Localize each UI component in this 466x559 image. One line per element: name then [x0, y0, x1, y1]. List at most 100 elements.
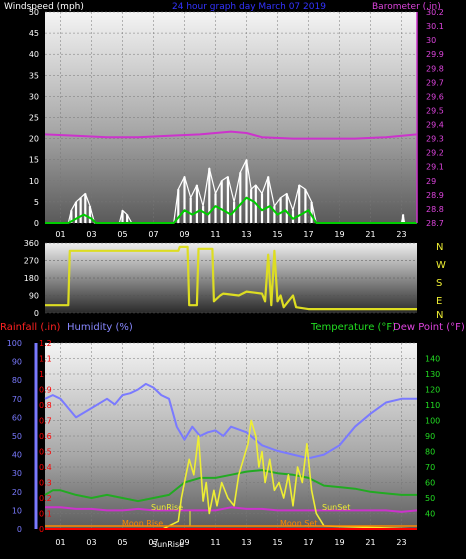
temperature-tick-label: 120	[425, 386, 440, 395]
climate-x-tick-label: 13	[241, 538, 251, 547]
wind-tick-label: 0	[34, 219, 39, 228]
climate-x-tick-label: 19	[334, 538, 344, 547]
rainfall-tick-label: 0	[39, 525, 44, 534]
barometer-tick-label: 30	[426, 36, 436, 45]
climate-x-tick-label: 01	[55, 538, 65, 547]
wind-x-tick-label: 23	[396, 230, 406, 239]
humidity-tick-label: 30	[12, 469, 22, 478]
humidity-tick-label: 100	[7, 339, 22, 348]
wind-panel-grid	[45, 11, 417, 224]
climate-x-tick-label: 23	[396, 538, 406, 547]
climate-x-tick-label: 11	[210, 538, 220, 547]
temperature-tick-label: 70	[425, 463, 435, 472]
rainfall-axis-label: Rainfall (.in)	[0, 322, 61, 333]
climate-panel-grid	[45, 342, 417, 530]
climate-x-tick-label: 07	[148, 538, 158, 547]
temperature-tick-label: 140	[425, 355, 440, 364]
barometer-tick-label: 29.7	[426, 78, 444, 87]
climate-x-tick-label: 17	[303, 538, 313, 547]
compass-label-n-bottom: N	[436, 310, 443, 321]
climate-x-tick-label: 15	[272, 538, 282, 547]
wind-panel-x-ticks: 01 03 05 07 09 11 13 15 17 19 21 23	[55, 230, 406, 239]
climate-x-tick-label: 03	[86, 538, 96, 547]
wind-tick-label: 45	[29, 29, 39, 38]
humidity-tick-label: 40	[12, 451, 22, 460]
barometer-tick-label: 29.8	[426, 64, 444, 73]
humidity-tick-label: 80	[12, 376, 22, 385]
wind-direction-tick-label: 270	[24, 257, 39, 266]
temperature-line	[44, 469, 417, 503]
dewpoint-axis-label: Dew Point (°F)	[393, 322, 465, 333]
temperature-tick-label: 110	[425, 401, 440, 410]
compass-label-s: S	[436, 278, 442, 289]
temperature-tick-label: 50	[425, 494, 435, 503]
barometer-tick-label: 28.9	[426, 191, 444, 200]
wind-tick-label: 40	[29, 50, 39, 59]
humidity-tick-label: 50	[12, 432, 22, 441]
rainfall-tick-label: 0.8	[39, 401, 52, 410]
wind-x-tick-label: 13	[241, 230, 251, 239]
wind-tick-label: 15	[29, 156, 39, 165]
barometer-tick-label: 30.1	[426, 22, 444, 31]
wind-x-tick-label: 05	[117, 230, 127, 239]
compass-label-w: W	[436, 260, 446, 271]
wind-x-tick-label: 21	[365, 230, 375, 239]
barometer-tick-label: 29.1	[426, 163, 444, 172]
sunrise-label: SunRise	[151, 503, 183, 512]
chart-title: 24 hour graph day March 07 2019	[172, 2, 326, 12]
temperature-tick-label: 130	[425, 370, 440, 379]
wind-tick-label: 20	[29, 135, 39, 144]
rainfall-tick-label: 1	[39, 370, 44, 379]
wind-panel-series	[44, 130, 418, 224]
barometer-axis-ticks: 28.7 28.8 28.9 29 29.1 29.2 29.3 29.4 29.5 29.6 29…	[426, 8, 444, 228]
temperature-tick-label: 40	[425, 510, 435, 519]
barometer-tick-label: 29.2	[426, 149, 444, 158]
wind-direction-tick-label: 0	[34, 309, 39, 318]
compass-label-e: E	[436, 296, 442, 307]
wind-direction-tick-label: 180	[24, 274, 39, 283]
wind-tick-label: 30	[29, 92, 39, 101]
wind-direction-tick-label: 90	[29, 292, 39, 301]
moonrise-label: Moon Rise	[122, 519, 163, 528]
climate-panel-series	[44, 382, 418, 530]
barometer-tick-label: 28.8	[426, 205, 444, 214]
climate-panel-x-ticks: 01 03 05 07 09 11 13 15 17 19 21 23	[55, 538, 406, 547]
rainfall-tick-label: 0.1	[39, 510, 52, 519]
barometer-line	[44, 130, 418, 140]
wind-x-tick-label: 03	[86, 230, 96, 239]
rainfall-tick-label: 0.2	[39, 494, 52, 503]
rainfall-axis-ticks: 0 0.1 0.2 0.3 0.4 0.5 0.6 0.7 0.8 0.9 1 1.1 1.2	[39, 339, 52, 534]
wind-direction-axis-ticks: 0 90 180 270 360	[24, 239, 39, 318]
humidity-tick-label: 0	[17, 525, 22, 534]
solar-line	[45, 419, 418, 530]
rainfall-tick-label: 0.6	[39, 432, 52, 441]
temperature-tick-label: 60	[425, 479, 435, 488]
temperature-tick-label: 100	[425, 417, 440, 426]
barometer-tick-label: 28.7	[426, 219, 444, 228]
rainfall-tick-label: 1.1	[39, 355, 52, 364]
humidity-line	[44, 382, 417, 460]
rainfall-tick-label: 0.7	[39, 417, 52, 426]
humidity-axis-ticks: 0 10 20 30 40 50 60 70 80 90 100	[7, 339, 22, 534]
rainfall-tick-label: 0.3	[39, 479, 52, 488]
wind-direction-series	[45, 245, 417, 311]
temperature-tick-label: 90	[425, 432, 435, 441]
wind-direction-tick-label: 360	[24, 239, 39, 248]
humidity-tick-label: 20	[12, 488, 22, 497]
wind-x-tick-label: 15	[272, 230, 282, 239]
wind-tick-label: 10	[29, 177, 39, 186]
humidity-tick-label: 70	[12, 395, 22, 404]
barometer-tick-label: 29.3	[426, 135, 444, 144]
wind-tick-label: 25	[29, 114, 39, 123]
humidity-tick-label: 10	[12, 506, 22, 515]
wind-x-tick-label: 01	[55, 230, 65, 239]
dewpoint-line	[45, 506, 418, 513]
windspeed-line	[45, 159, 417, 224]
barometer-tick-label: 29.5	[426, 106, 444, 115]
wind-direction-grid	[45, 242, 417, 314]
wind-direction-line	[45, 245, 417, 311]
wind-tick-label: 50	[29, 8, 39, 17]
temperature-axis-ticks: 40 50 60 70 80 90 100 110 120 130 140	[425, 355, 440, 519]
humidity-tick-label: 60	[12, 413, 22, 422]
rainfall-tick-label: 0.9	[39, 386, 52, 395]
